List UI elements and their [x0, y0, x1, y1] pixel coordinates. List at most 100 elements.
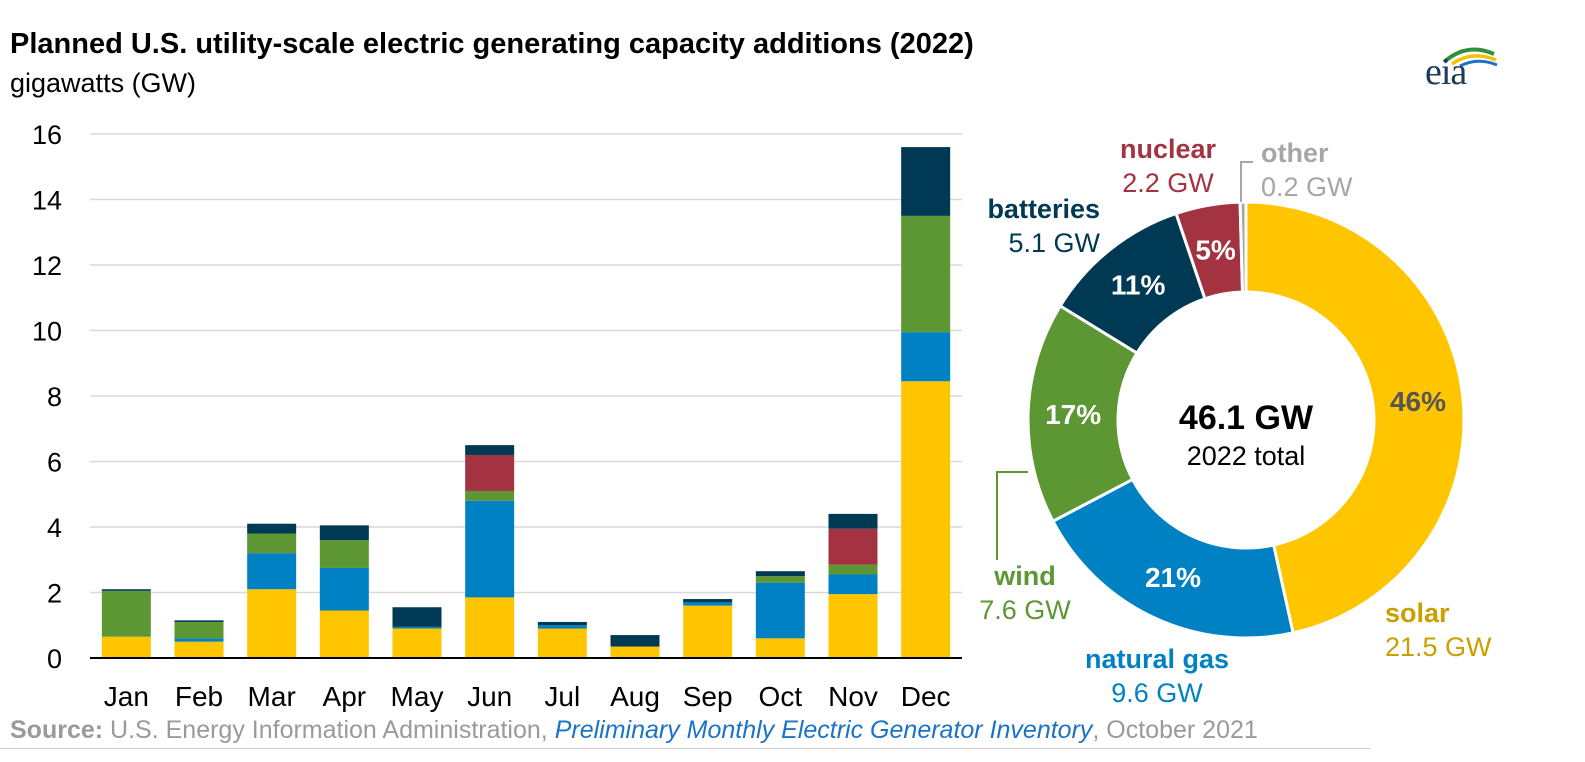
y-tick-label: 4 [47, 513, 62, 543]
bar-segment-natural_gas [247, 553, 297, 590]
bar-segment-natural_gas [392, 626, 442, 629]
bar-segment-wind [101, 590, 151, 637]
slice-value-label: 5.1 GW [1008, 228, 1100, 258]
bar-segment-natural_gas [683, 602, 733, 606]
bar-segment-batteries [683, 599, 733, 603]
x-tick-label: Sep [683, 681, 733, 712]
slice-name-label: solar [1385, 598, 1450, 628]
x-tick-label: Feb [175, 681, 223, 712]
source-date: , October 2021 [1092, 716, 1258, 744]
slice-value-label: 0.2 GW [1261, 172, 1353, 202]
logo-text: eia [1425, 51, 1467, 93]
x-tick-label: Jun [467, 681, 512, 712]
x-tick-label: May [391, 681, 444, 712]
y-tick-label: 16 [32, 120, 62, 150]
donut-slice-natural_gas [1050, 477, 1295, 640]
bar-segment-wind [755, 576, 805, 583]
slice-percent-label: 5% [1195, 235, 1236, 266]
bar-segment-batteries [392, 607, 442, 627]
bar-segment-batteries [465, 445, 515, 455]
wind-leader-line [996, 471, 1028, 560]
bar-segment-wind [247, 533, 297, 554]
slice-name-label: natural gas [1085, 644, 1229, 674]
bar-segment-nuclear [828, 528, 878, 565]
bar-segment-solar [319, 610, 369, 658]
bar-segment-natural_gas [174, 638, 224, 642]
x-tick-label: Oct [759, 681, 803, 712]
bar-segment-natural_gas [828, 574, 878, 595]
bar-segment-solar [392, 628, 442, 658]
x-tick-label: Apr [323, 681, 367, 712]
bar-segment-batteries [828, 513, 878, 529]
x-tick-label: Dec [901, 681, 951, 712]
slice-name-label: batteries [987, 194, 1100, 224]
slice-percent-label: 11% [1111, 270, 1166, 301]
y-tick-label: 12 [32, 251, 62, 281]
slice-percent-label: 21% [1145, 562, 1201, 593]
bar-segment-solar [828, 594, 878, 658]
y-tick-label: 10 [32, 317, 62, 347]
slice-value-label: 7.6 GW [979, 595, 1071, 625]
y-tick-label: 14 [32, 186, 62, 216]
x-tick-label: Mar [248, 681, 296, 712]
slice-name-label: other [1261, 138, 1329, 168]
slice-name-label: wind [993, 561, 1056, 591]
bar-segment-batteries [755, 571, 805, 577]
bar-segment-solar [537, 628, 587, 658]
chart-title: Planned U.S. utility-scale electric gene… [10, 28, 974, 60]
source-label: Source: [10, 716, 104, 744]
x-tick-label: Jan [104, 681, 149, 712]
source-org: U.S. Energy Information Administration, [110, 716, 555, 744]
donut-slice-other [1238, 200, 1248, 294]
bar-segment-solar [755, 638, 805, 658]
bar-segment-natural_gas [755, 582, 805, 639]
bar-segment-batteries [174, 620, 224, 622]
other-leader-line [1240, 161, 1253, 202]
logo-arcs-icon [1442, 47, 1498, 68]
y-tick-label: 2 [47, 579, 62, 609]
slice-value-label: 9.6 GW [1111, 678, 1203, 708]
bar-segment-solar [610, 646, 660, 658]
capacity-donut-chart: 46% solar 21.5 GW 21% natural gas 9.6 GW 17% wi… [979, 134, 1492, 708]
y-tick-label: 8 [47, 382, 62, 412]
bar-segment-batteries [537, 621, 587, 626]
bar-segment-solar [465, 597, 515, 658]
source-divider [0, 748, 1370, 749]
eia-logo: eia [1422, 40, 1502, 100]
donut-center-total: 46.1 GW [1179, 399, 1314, 437]
slice-percent-label: 17% [1045, 399, 1101, 430]
bar-segment-solar [247, 589, 297, 658]
bar-segment-nuclear [465, 454, 515, 491]
donut-center-label: 2022 total [1187, 441, 1306, 471]
y-tick-label: 0 [47, 644, 62, 674]
bar-segment-natural_gas [465, 500, 515, 598]
bar-segment-wind [174, 621, 224, 639]
x-tick-label: Aug [610, 681, 660, 712]
bar-segment-wind [319, 540, 369, 568]
bar-segment-solar [101, 636, 151, 658]
bar-segment-wind [465, 490, 515, 501]
bar-segment-solar [683, 605, 733, 658]
source-publication-link[interactable]: Preliminary Monthly Electric Generator I… [554, 716, 1093, 744]
x-tick-label: Nov [828, 681, 878, 712]
chart-subtitle: gigawatts (GW) [10, 68, 197, 98]
bar-segment-wind [901, 215, 951, 333]
bar-segment-solar [901, 381, 951, 658]
bar-segment-natural_gas [319, 567, 369, 611]
bar-segment-batteries [610, 635, 660, 647]
bar-segment-batteries [101, 589, 151, 591]
monthly-bar-chart: 0 2 4 6 8 10 12 14 16 Jan Feb Mar Apr May Jun Jul Aug Sep… [32, 120, 962, 712]
y-tick-label: 6 [47, 448, 62, 478]
bar-segment-solar [174, 641, 224, 658]
slice-value-label: 2.2 GW [1122, 168, 1214, 198]
slice-value-label: 21.5 GW [1385, 632, 1492, 662]
bar-segment-batteries [901, 147, 951, 216]
slice-name-label: nuclear [1120, 134, 1217, 164]
source-note: Source: U.S. Energy Information Administ… [10, 716, 1258, 745]
donut-slice-solar [1244, 200, 1466, 635]
bar-segment-wind [828, 564, 878, 575]
bar-segment-batteries [247, 523, 297, 534]
bar-segment-batteries [319, 525, 369, 541]
bar-segment-natural_gas [537, 625, 587, 629]
slice-percent-label: 46% [1390, 386, 1446, 417]
